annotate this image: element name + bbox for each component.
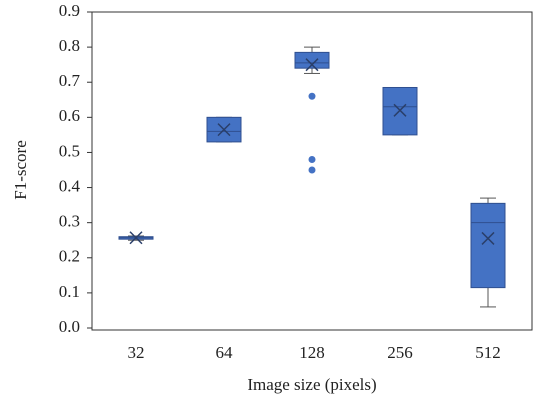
mean-marker	[305, 58, 319, 72]
mean-marker	[481, 231, 495, 245]
outlier	[308, 166, 316, 174]
plot-frame	[91, 11, 533, 331]
y-tick-label: 0.6	[59, 106, 80, 125]
y-tick-label: 0.9	[59, 1, 80, 20]
outlier	[308, 92, 316, 100]
y-tick-label: 0.5	[59, 141, 80, 160]
y-tick-label: 0.2	[59, 247, 80, 266]
x-tick-label: 32	[128, 343, 145, 362]
box	[470, 202, 506, 289]
mean-marker	[217, 123, 231, 137]
y-tick-label: 0.1	[59, 282, 80, 301]
mean-marker	[393, 103, 407, 117]
x-tick-label: 64	[216, 343, 234, 362]
mean-marker	[129, 231, 143, 245]
y-tick-label: 0.8	[59, 36, 80, 55]
y-tick-label: 0.0	[59, 317, 80, 336]
x-tick-label: 512	[475, 343, 501, 362]
x-tick-label: 256	[387, 343, 413, 362]
outlier	[308, 155, 316, 163]
y-tick-label: 0.3	[59, 212, 80, 231]
box	[294, 51, 330, 69]
y-tick-label: 0.4	[59, 176, 81, 195]
y-tick-label: 0.7	[59, 71, 81, 90]
x-axis-label: Image size (pixels)	[247, 375, 376, 394]
y-axis-label: F1-score	[11, 140, 30, 199]
x-tick-label: 128	[299, 343, 325, 362]
